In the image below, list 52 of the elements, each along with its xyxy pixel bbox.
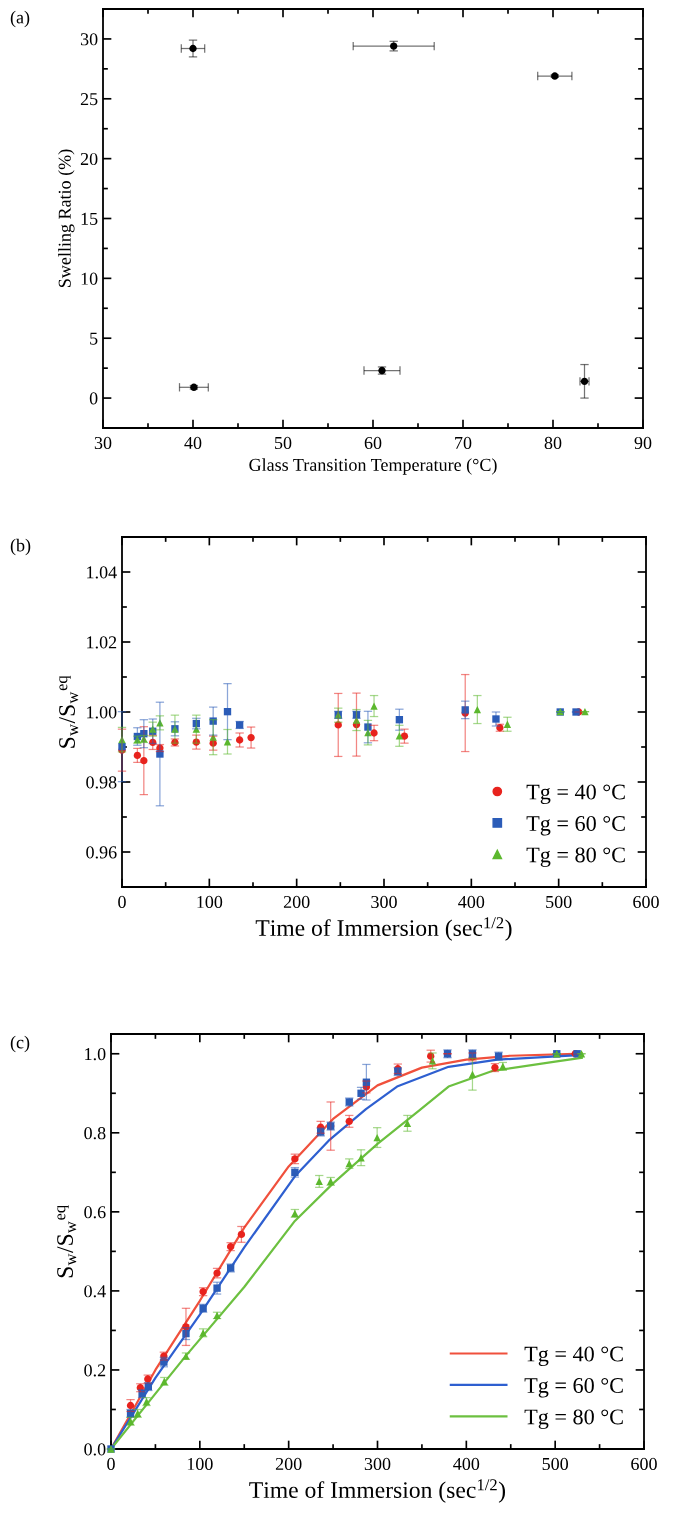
- x-axis-title: Glass Transition Temperature (°C): [249, 458, 497, 475]
- legend-label: Tg = 60 °C: [524, 1377, 623, 1398]
- x-tick-label: 600: [631, 1457, 657, 1471]
- chart-title: (a): [10, 10, 30, 28]
- x-tick-label: 200: [275, 1457, 302, 1471]
- x-tick-label: 0: [118, 895, 126, 909]
- legend-label: Tg = 80 °C: [526, 847, 625, 867]
- x-tick-label: 100: [187, 1457, 213, 1471]
- chart-title: (c): [10, 1035, 30, 1053]
- y-tick-label: 0.0: [84, 1443, 106, 1456]
- y-tick-label: 1.00: [87, 706, 117, 719]
- legend-label: Tg = 40 °C: [524, 1346, 623, 1367]
- y-tick-label: 30: [80, 33, 98, 46]
- x-tick-label: 500: [542, 1457, 569, 1471]
- x-tick-label: 300: [364, 1457, 391, 1471]
- y-tick-label: 0.4: [84, 1285, 106, 1298]
- y-axis-title: S$_{w}$/S$_{w}$$^{eq}$: [57, 1205, 77, 1278]
- y-tick-label: 1.02: [87, 636, 117, 649]
- x-tick-label: 50: [275, 436, 292, 450]
- y-tick-label: 0.6: [84, 1206, 106, 1219]
- x-tick-label: 70: [455, 436, 472, 450]
- y-axis-title: S$_{w}$/S$_{w}$$^{eq}$: [59, 675, 79, 748]
- x-tick-label: 40: [184, 436, 202, 450]
- x-tick-label: 90: [634, 436, 652, 450]
- legend-label: Tg = 40 °C: [526, 784, 625, 805]
- y-tick-label: 1.0: [85, 1048, 106, 1061]
- y-tick-label: 10: [81, 272, 98, 285]
- x-axis-title: Time of Immersion (sec$^{1/2}$): [249, 1479, 506, 1503]
- x-axis-title: Time of Immersion (sec$^{1/2}$): [255, 917, 512, 941]
- y-tick-label: 25: [80, 93, 98, 106]
- x-tick-label: 500: [546, 895, 572, 909]
- y-tick-label: 0.8: [84, 1127, 106, 1140]
- x-tick-label: 400: [458, 895, 485, 909]
- x-tick-label: 600: [633, 895, 659, 909]
- legend-label: Tg = 60 °C: [526, 815, 625, 836]
- y-tick-label: 0: [89, 392, 98, 405]
- x-tick-label: 60: [364, 436, 382, 450]
- y-tick-label: 0.98: [86, 776, 117, 789]
- x-tick-label: 400: [453, 1457, 480, 1471]
- y-tick-label: 1.04: [87, 566, 117, 579]
- y-tick-label: 15: [81, 212, 98, 225]
- legend-label: Tg = 80 °C: [524, 1409, 623, 1429]
- y-tick-label: 0.2: [84, 1364, 106, 1377]
- y-tick-label: 5: [90, 332, 98, 345]
- x-tick-label: 300: [371, 895, 397, 909]
- y-tick-label: 0.96: [86, 846, 117, 859]
- x-tick-label: 80: [544, 436, 562, 450]
- x-tick-label: 100: [197, 895, 223, 909]
- y-tick-label: 20: [80, 152, 98, 166]
- x-tick-label: 200: [283, 895, 310, 909]
- chart-title: (b): [10, 538, 31, 556]
- y-axis-title: Swelling Ratio (%): [58, 149, 75, 287]
